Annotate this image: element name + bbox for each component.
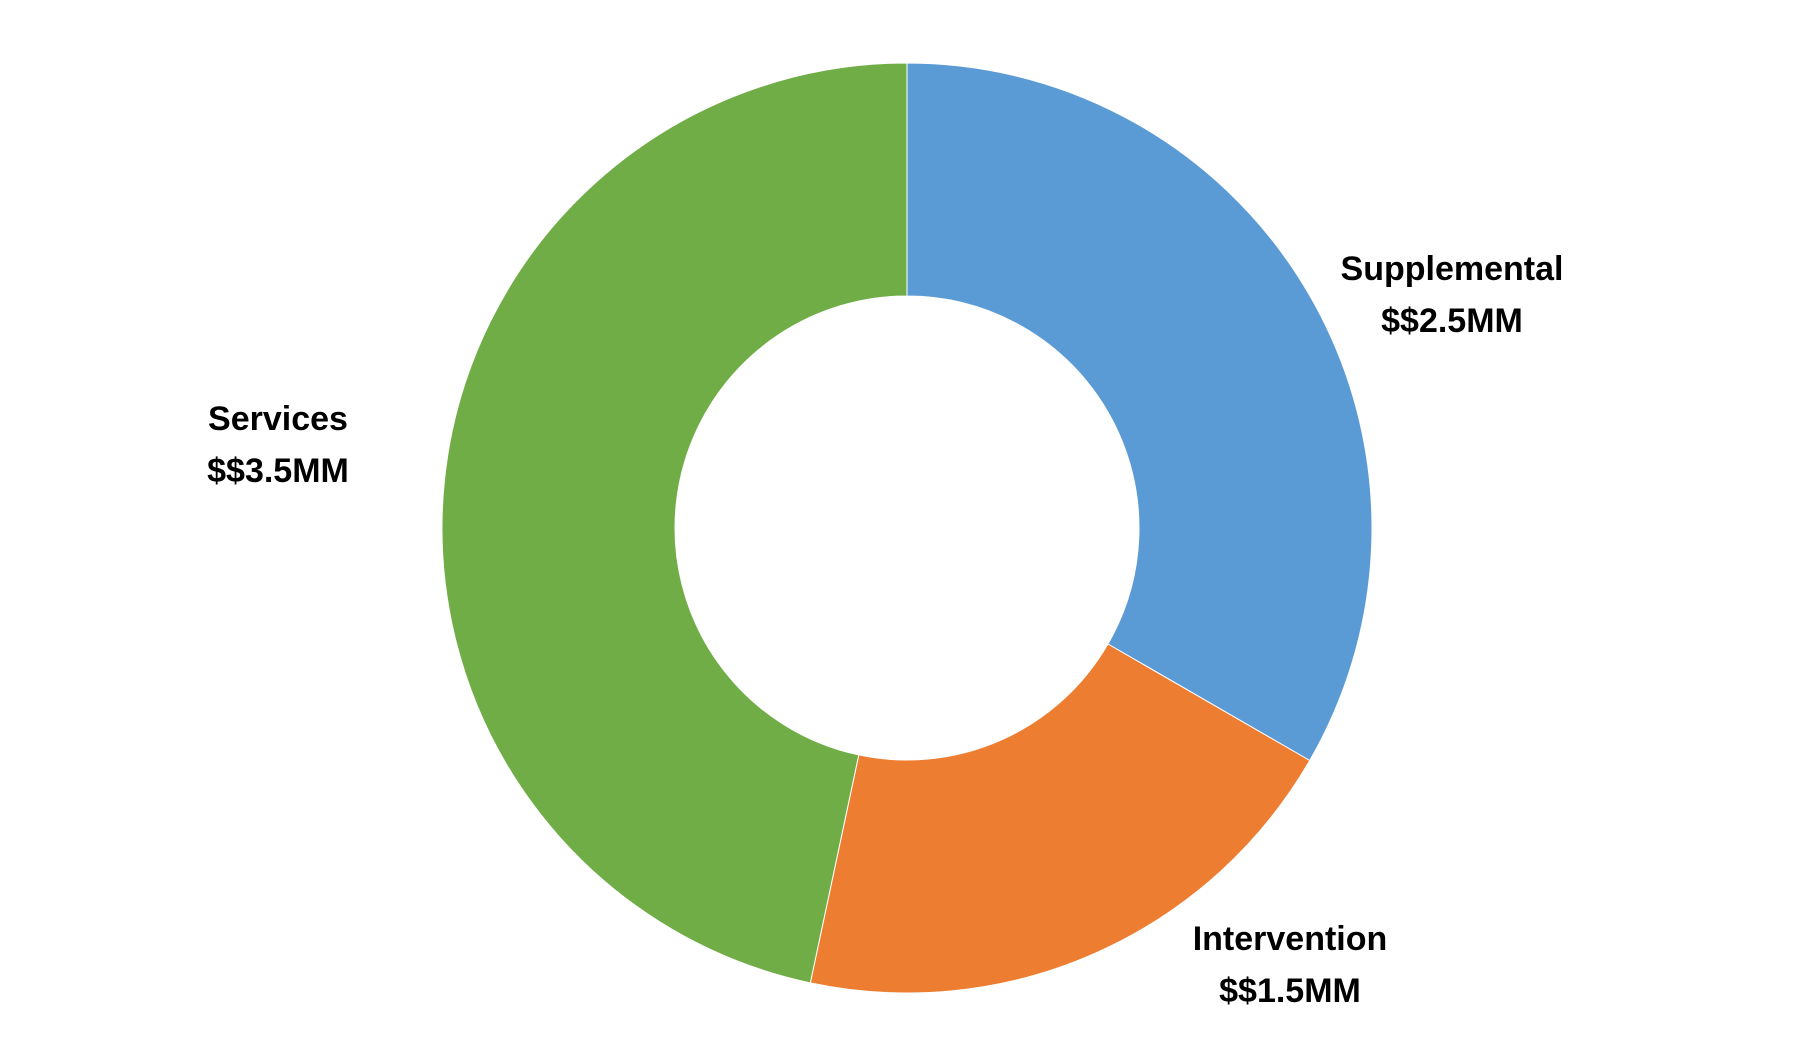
slice-value-label-services: $$3.5MM [207,452,349,490]
slice-label-services: Services [208,400,348,438]
donut-slice-services [441,62,908,984]
donut-labels: Supplemental $$2.5MM Intervention $$1.5MM Se… [207,250,1563,1010]
donut-slice-supplemental [906,62,1373,762]
slice-label-supplemental: Supplemental [1341,250,1564,288]
slice-value-label-supplemental: $$2.5MM [1381,302,1523,340]
donut-slice-intervention [809,643,1311,994]
slice-label-intervention: Intervention [1193,920,1388,958]
donut-slices [441,62,1373,994]
slice-value-label-intervention: $$1.5MM [1219,972,1361,1010]
